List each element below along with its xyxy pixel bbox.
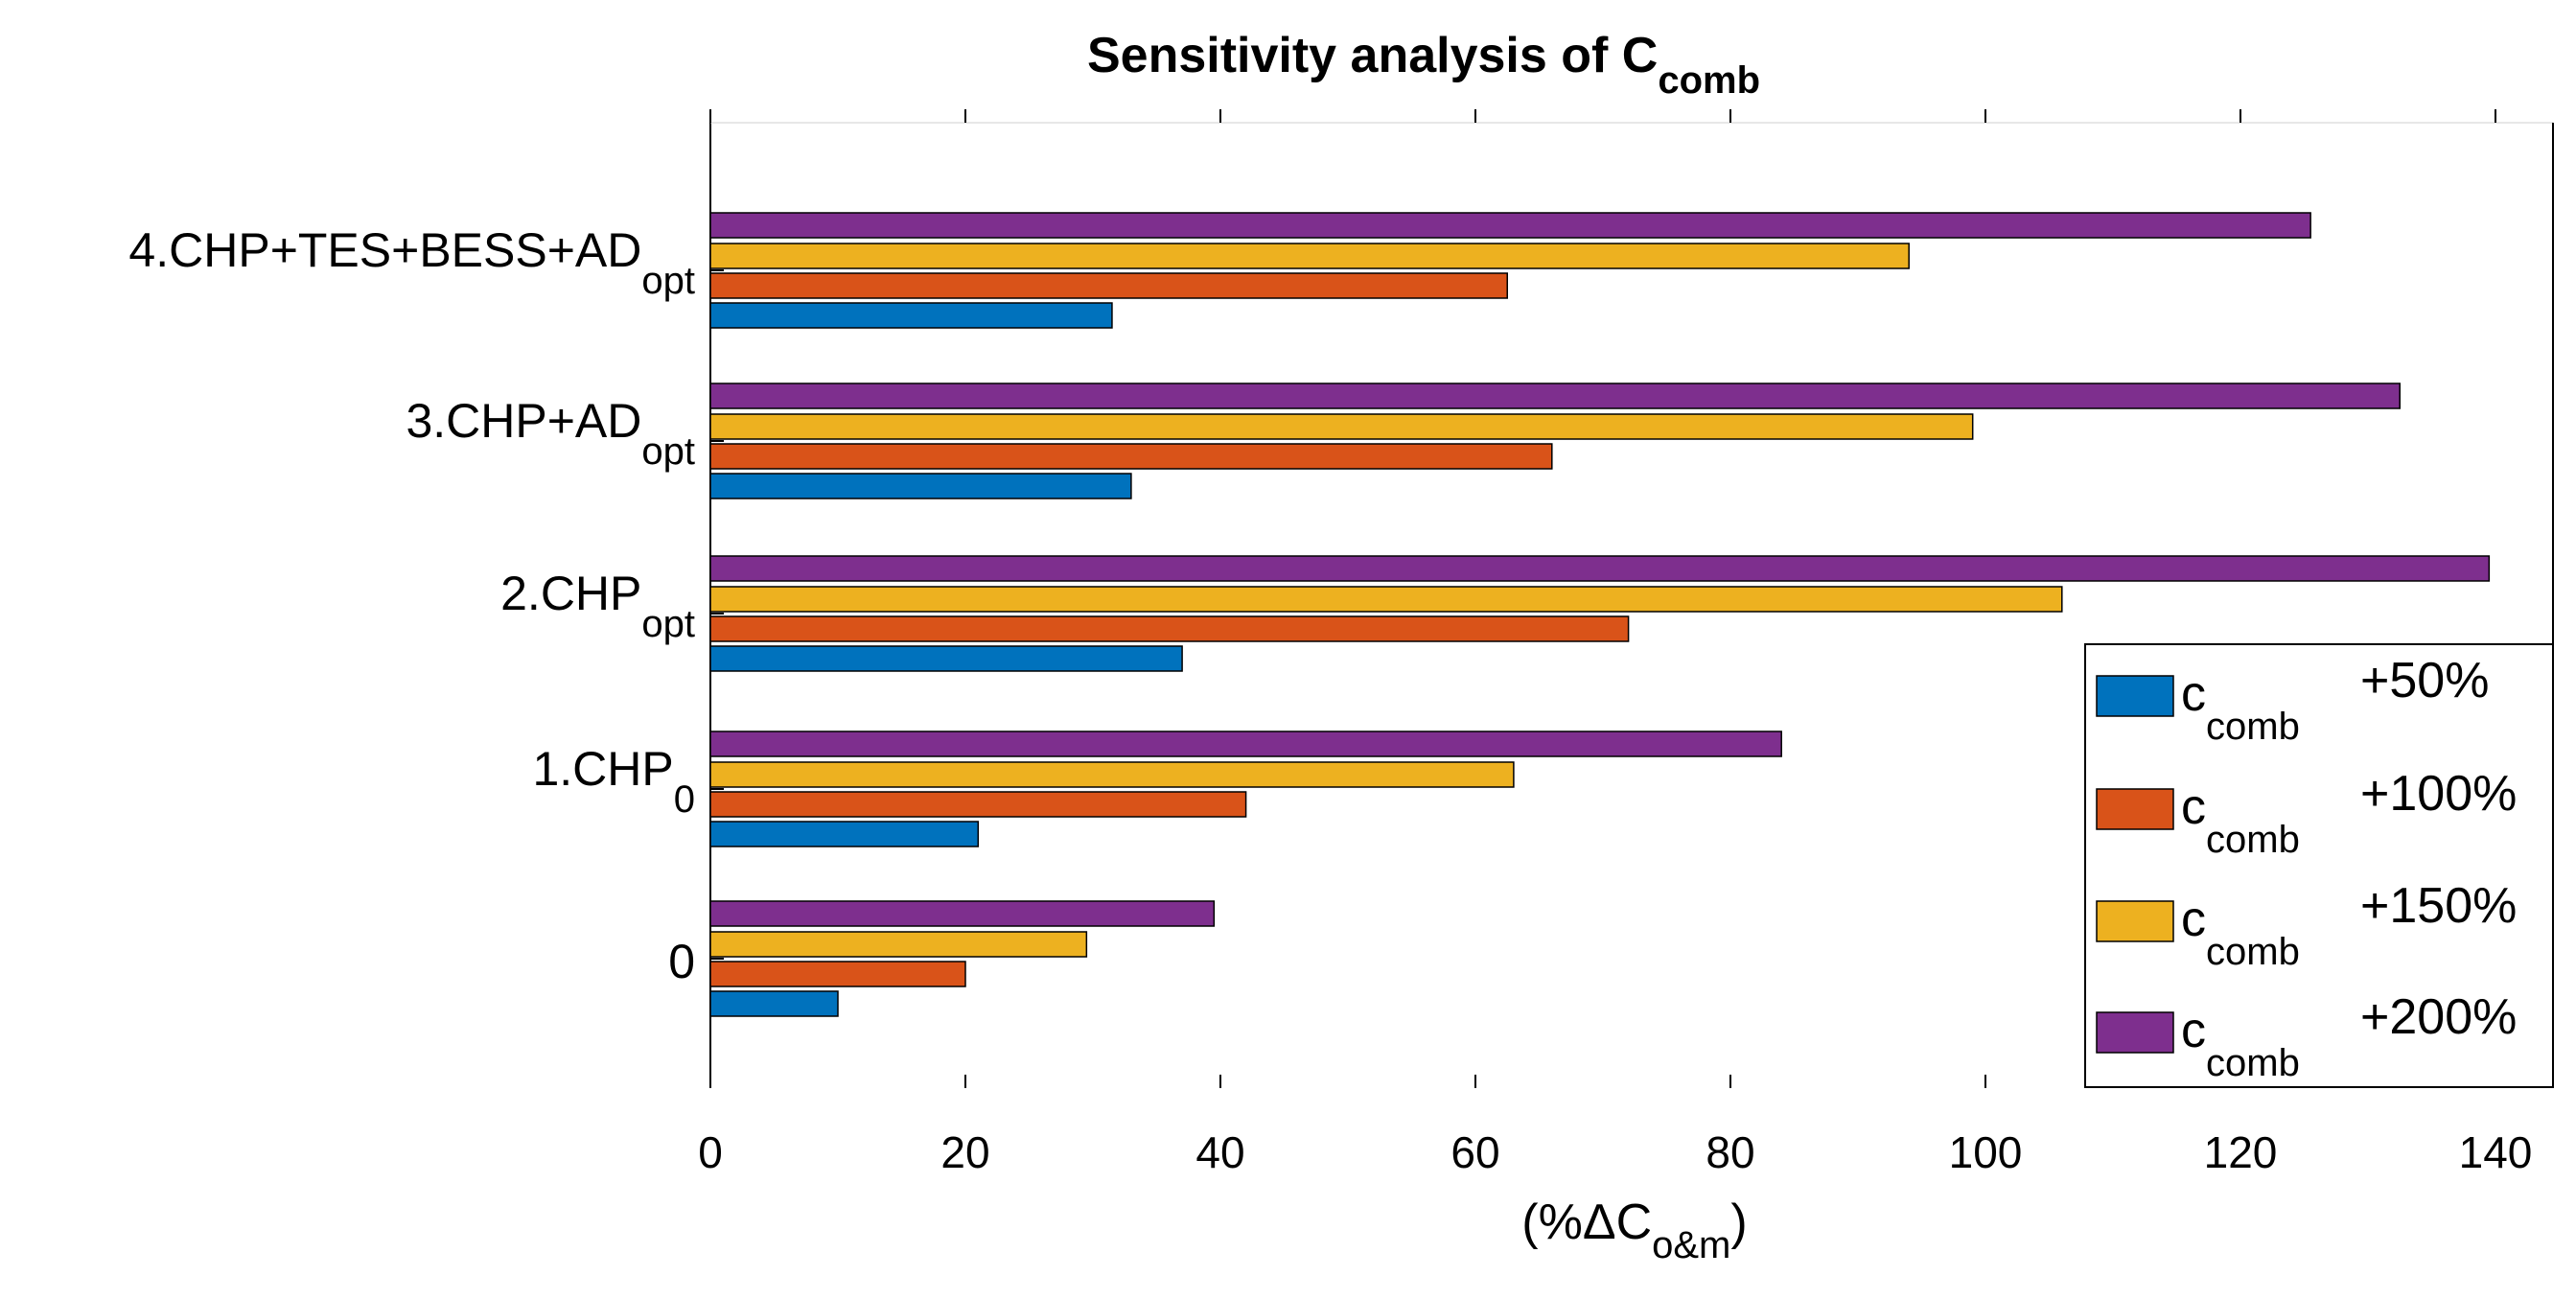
category-labels: 01.CHP02.CHPopt3.CHP+ADopt4.CHP+TES+BESS… [128,223,695,988]
bar [709,791,1247,818]
legend-label: ccomb +150% [2181,878,2517,973]
legend-label: ccomb +50% [2181,653,2489,748]
category-label-sub: opt [641,260,695,302]
legend-label-sub: comb [2206,1042,2300,1084]
legend-items: ccomb+50%ccomb+100%ccomb+150%ccomb+200% [2096,653,2517,1084]
legend-swatch [2096,900,2174,942]
category-label-sub: opt [641,430,695,473]
x-axis-label: (%ΔCo&m) [1521,1195,1747,1266]
bar [709,990,839,1017]
bars [709,212,2491,1017]
category-label: 3.CHP+ADopt [406,394,695,473]
x-axis-label-sub: o&m [1652,1224,1730,1266]
category-label: 1.CHP0 [532,742,695,821]
bar [709,272,1508,299]
x-tick-label: 20 [940,1127,989,1177]
bar [709,961,966,987]
legend-label-sub: comb [2206,706,2300,748]
bar [709,900,1216,927]
bar [709,821,980,847]
category-label-main: 2.CHP [500,567,641,620]
legend-label: ccomb +200% [2181,989,2517,1084]
legend-label-suffix: +150% [2360,878,2517,934]
bar [709,731,1782,757]
legend: ccomb+50%ccomb+100%ccomb+150%ccomb+200% [2084,643,2554,1088]
legend-label-main: c [2181,1003,2206,1058]
x-ticks: 0 20 40 60 80 100 120 140 [698,109,2532,1177]
bar [709,413,1974,440]
category-label-main: 4.CHP+TES+BESS+AD [128,223,641,277]
legend-label-main: c [2181,779,2206,835]
bar [709,302,1113,329]
chart-title-sub: comb [1658,59,1760,102]
x-axis-label-main: (%ΔC [1521,1195,1652,1250]
category-label-sub: opt [641,603,695,645]
legend-label: ccomb +100% [2181,766,2517,861]
bar [709,383,2401,409]
bar [709,473,1132,499]
category-label-main: 3.CHP+AD [406,394,641,448]
legend-label-sub: comb [2206,819,2300,861]
x-tick-label: 100 [1949,1127,2023,1177]
x-tick-label: 0 [698,1127,723,1177]
x-tick-label: 40 [1195,1127,1244,1177]
x-tick-label: 120 [2204,1127,2278,1177]
x-axis-label-end: ) [1730,1195,1747,1250]
bar [709,761,1515,788]
category-label: 0 [668,935,695,988]
legend-label-sub: comb [2206,931,2300,973]
chart-title-main: Sensitivity analysis of C [1087,28,1658,83]
legend-label-main: c [2181,666,2206,722]
category-label-main: 0 [668,935,695,988]
bar [709,443,1553,470]
category-label-main: 1.CHP [532,742,673,796]
legend-label-main: c [2181,892,2206,947]
category-label-sub: 0 [674,778,695,821]
bar [709,555,2491,582]
category-label: 4.CHP+TES+BESS+ADopt [128,223,695,302]
legend-label-suffix: +100% [2360,766,2517,822]
x-tick-label: 80 [1706,1127,1754,1177]
legend-label-suffix: +50% [2360,653,2489,708]
x-tick-label: 60 [1450,1127,1499,1177]
legend-swatch [2096,1011,2174,1054]
legend-label-suffix: +200% [2360,989,2517,1045]
bar [709,931,1088,958]
bar [709,615,1630,642]
legend-swatch [2096,675,2174,717]
chart-title: Sensitivity analysis of Ccomb [1087,28,1760,102]
category-label: 2.CHPopt [500,567,695,645]
bar [709,212,2311,239]
x-tick-label: 140 [2459,1127,2533,1177]
legend-swatch [2096,788,2174,830]
bar [709,586,2063,613]
bar [709,645,1183,672]
bar [709,243,1910,269]
